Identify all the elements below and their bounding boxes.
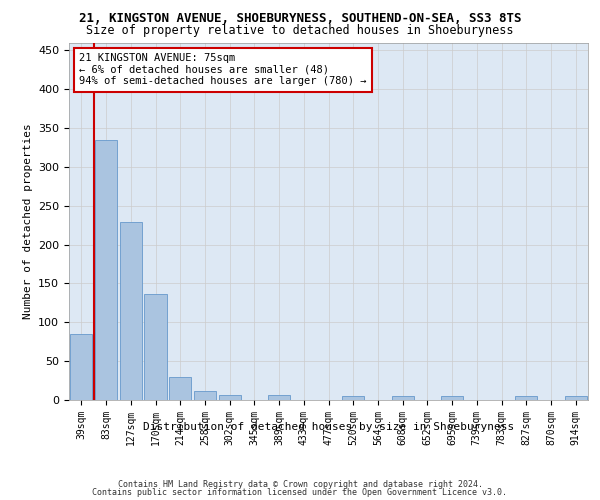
Bar <box>70 334 92 400</box>
Y-axis label: Number of detached properties: Number of detached properties <box>23 124 32 319</box>
Bar <box>268 396 290 400</box>
Bar <box>95 140 117 400</box>
Text: Size of property relative to detached houses in Shoeburyness: Size of property relative to detached ho… <box>86 24 514 37</box>
Bar <box>169 376 191 400</box>
Text: 21, KINGSTON AVENUE, SHOEBURYNESS, SOUTHEND-ON-SEA, SS3 8TS: 21, KINGSTON AVENUE, SHOEBURYNESS, SOUTH… <box>79 12 521 26</box>
Text: Contains public sector information licensed under the Open Government Licence v3: Contains public sector information licen… <box>92 488 508 497</box>
Bar <box>565 396 587 400</box>
Bar <box>119 222 142 400</box>
Bar <box>145 294 167 400</box>
Text: Distribution of detached houses by size in Shoeburyness: Distribution of detached houses by size … <box>143 422 514 432</box>
Bar <box>194 392 216 400</box>
Text: 21 KINGSTON AVENUE: 75sqm
← 6% of detached houses are smaller (48)
94% of semi-d: 21 KINGSTON AVENUE: 75sqm ← 6% of detach… <box>79 53 367 86</box>
Bar <box>515 396 538 400</box>
Bar <box>218 396 241 400</box>
Text: Contains HM Land Registry data © Crown copyright and database right 2024.: Contains HM Land Registry data © Crown c… <box>118 480 482 489</box>
Bar <box>441 396 463 400</box>
Bar <box>342 396 364 400</box>
Bar <box>392 396 414 400</box>
